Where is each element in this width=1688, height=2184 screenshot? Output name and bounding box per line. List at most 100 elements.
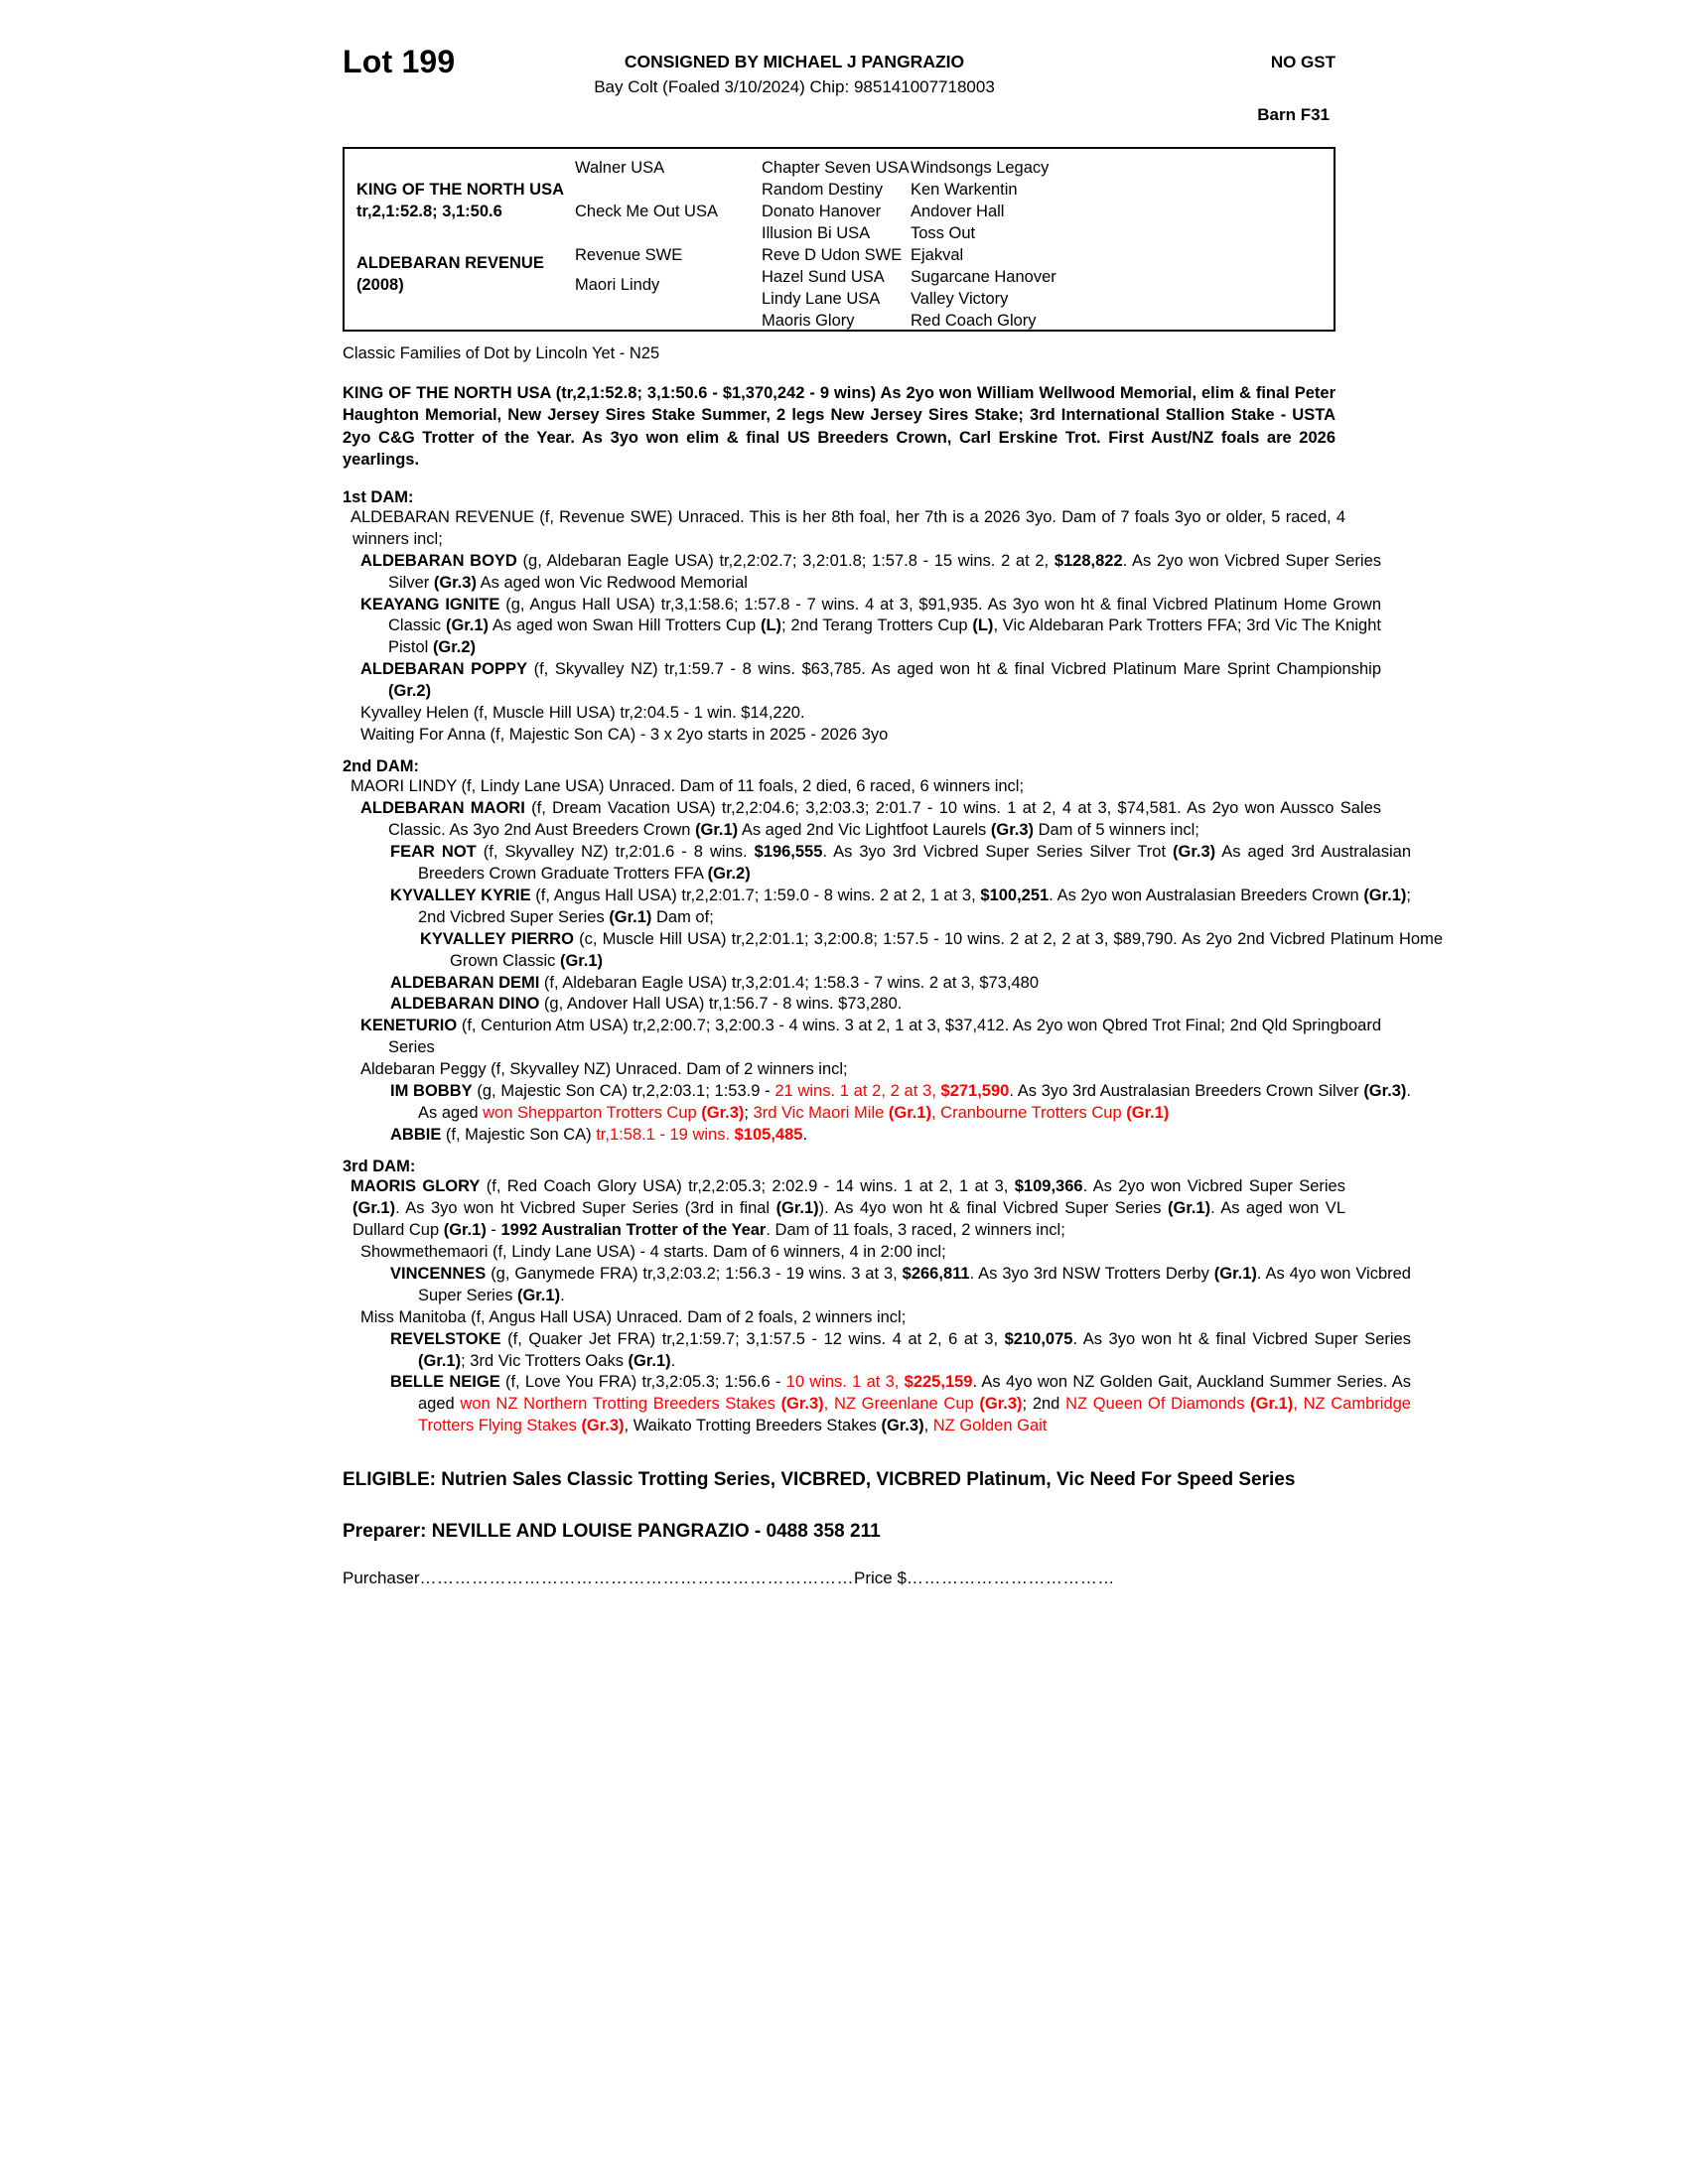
entry-text: . As 2yo won Vicbred Super Series (1082, 1177, 1345, 1195)
entry-text: (f, Love You FRA) tr,3,2:05.3; 1:56.6 - (499, 1373, 786, 1392)
pedigree-sire-record: tr,2,1:52.8; 3,1:50.6 (356, 203, 502, 220)
purchaser-price-line: Purchaser…………………………………………………………………Price … (343, 1569, 1345, 1588)
emphasis-text: KENETURIO (360, 1017, 458, 1035)
pedigree-entry: REVELSTOKE (f, Quaker Jet FRA) tr,2,1:59… (343, 1329, 1411, 1373)
pedigree-gen3-4: Illusion Bi USA (762, 224, 871, 242)
pedigree-sire-dam: Check Me Out USA (575, 203, 718, 220)
emphasis-text: (Gr.1) (775, 1198, 819, 1217)
emphasis-text: (Gr.1) (695, 820, 739, 839)
entry-text: MAORI LINDY (f, Lindy Lane USA) Unraced.… (351, 777, 1025, 796)
entry-text: . As 3yo 3rd Vicbred Super Series Silver… (822, 842, 1174, 861)
emphasis-text: $196,555 (754, 842, 823, 861)
price-dots: ……………………………… (906, 1568, 1115, 1587)
emphasis-text: FEAR NOT (390, 842, 477, 861)
entry-text: - (486, 1220, 501, 1239)
highlighted-text: $271,590 (940, 1082, 1010, 1101)
pedigree-entry: FEAR NOT (f, Skyvalley NZ) tr,2:01.6 - 8… (343, 842, 1411, 886)
emphasis-text: (Gr.1) (559, 951, 604, 970)
entry-text: (f, Majestic Son CA) (441, 1126, 597, 1145)
pedigree-gen4-1: Windsongs Legacy (911, 159, 1050, 177)
foal-details-line: Bay Colt (Foaled 3/10/2024) Chip: 985141… (594, 77, 995, 96)
entry-text: . As aged (418, 1082, 1412, 1123)
entry-text: . Dam of 11 foals, 3 raced, 2 winners in… (766, 1220, 1065, 1239)
highlighted-text: (Gr.3) (979, 1395, 1023, 1414)
highlighted-text: 3rd Vic Maori Mile (753, 1104, 889, 1123)
highlighted-text: (Gr.1) (888, 1104, 931, 1123)
pedigree-dam-sire: Revenue SWE (575, 246, 683, 264)
pedigree-entry: MAORIS GLORY (f, Red Coach Glory USA) tr… (343, 1176, 1345, 1242)
price-label: Price $ (853, 1568, 907, 1587)
pedigree-gen3-6: Hazel Sund USA (762, 268, 885, 286)
emphasis-text: ALDEBARAN MAORI (360, 799, 525, 817)
entry-text: (g, Angus Hall USA) tr,3,1:58.6; 1:57.8 … (388, 595, 1381, 635)
pedigree-gen3-3: Donato Hanover (762, 203, 882, 220)
second-dam-entries: MAORI LINDY (f, Lindy Lane USA) Unraced.… (343, 776, 1443, 1147)
entry-text: (f, Quaker Jet FRA) tr,2,1:59.7; 3,1:57.… (500, 1329, 1005, 1348)
entry-text: . (560, 1286, 565, 1304)
entry-text: . As 3yo 3rd NSW Trotters Derby (969, 1264, 1214, 1283)
emphasis-text: (Gr.1) (1363, 886, 1407, 904)
emphasis-text: (Gr.1) (1213, 1264, 1257, 1283)
entry-text: Aldebaran Peggy (f, Skyvalley NZ) Unrace… (360, 1060, 848, 1079)
emphasis-text: VINCENNES (390, 1264, 487, 1283)
pedigree-gen4-3: Andover Hall (911, 203, 1005, 220)
emphasis-text: $128,822 (1054, 551, 1123, 570)
emphasis-text: MAORIS GLORY (351, 1177, 481, 1195)
entry-text: As aged 3rd Australasian Breeders Crown … (418, 842, 1411, 883)
entry-text: . As 3yo won ht Vicbred Super Series (3r… (395, 1198, 776, 1217)
pedigree-entry: ALDEBARAN BOYD (g, Aldebaran Eagle USA) … (343, 551, 1381, 595)
highlighted-text: tr,1:58.1 - 19 wins. (596, 1126, 735, 1145)
emphasis-text: (Gr.2) (432, 638, 477, 657)
emphasis-text: (Gr.3) (433, 573, 477, 592)
entry-text: Miss Manitoba (f, Angus Hall USA) Unrace… (360, 1307, 907, 1326)
pedigree-gen3-2: Random Destiny (762, 181, 883, 199)
emphasis-text: (Gr.3) (1173, 842, 1216, 861)
second-dam-heading: 2nd DAM: (343, 757, 419, 776)
pedigree-sire-name: KING OF THE NORTH USA (356, 181, 564, 199)
pedigree-entry: VINCENNES (g, Ganymede FRA) tr,3,2:03.2;… (343, 1264, 1411, 1307)
pedigree-entry: Kyvalley Helen (f, Muscle Hill USA) tr,2… (343, 703, 1381, 725)
emphasis-text: (Gr.2) (388, 682, 432, 701)
pedigree-table: KING OF THE NORTH USA tr,2,1:52.8; 3,1:5… (343, 147, 1336, 332)
lot-number-title: Lot 199 (343, 44, 456, 79)
emphasis-text: KYVALLEY PIERRO (420, 929, 574, 948)
entry-text: . As 4yo won NZ Golden Gait, Auckland Su… (418, 1373, 1412, 1414)
emphasis-text: REVELSTOKE (390, 1329, 501, 1348)
entry-text: , Waikato Trotting Breeders Stakes (624, 1417, 882, 1435)
pedigree-gen4-6: Sugarcane Hanover (911, 268, 1056, 286)
highlighted-text: NZ Cambridge Trotters Flying Stakes (418, 1395, 1411, 1435)
pedigree-entry: Showmethemaori (f, Lindy Lane USA) - 4 s… (343, 1242, 1381, 1264)
emphasis-text: BELLE NEIGE (390, 1373, 500, 1392)
emphasis-text: $109,366 (1014, 1177, 1083, 1195)
emphasis-text: (Gr.3) (881, 1417, 924, 1435)
third-dam-entries: MAORIS GLORY (f, Red Coach Glory USA) tr… (343, 1176, 1411, 1437)
pedigree-entry: KEAYANG IGNITE (g, Angus Hall USA) tr,3,… (343, 595, 1381, 660)
entry-text: (f, Red Coach Glory USA) tr,2,2:05.3; 2:… (480, 1177, 1015, 1195)
pedigree-entry: MAORI LINDY (f, Lindy Lane USA) Unraced.… (343, 776, 1345, 798)
preparer-line: Preparer: NEVILLE AND LOUISE PANGRAZIO -… (343, 1520, 881, 1542)
entry-text: (f, Centurion Atm USA) tr,2,2:00.7; 3,2:… (388, 1017, 1381, 1057)
pedigree-sire-sire: Walner USA (575, 159, 665, 177)
page-header: Lot 199 CONSIGNED BY MICHAEL J PANGRAZIO… (343, 44, 1345, 141)
classic-families-line: Classic Families of Dot by Lincoln Yet -… (343, 344, 660, 362)
entry-text: . As 3yo 3rd Australasian Breeders Crown… (1009, 1082, 1364, 1101)
barn-location-label: Barn F31 (1257, 105, 1330, 124)
third-dam-heading: 3rd DAM: (343, 1158, 416, 1175)
entry-text: (g, Aldebaran Eagle USA) tr,2,2:02.7; 3,… (516, 551, 1055, 570)
pedigree-gen3-1: Chapter Seven USA (762, 159, 910, 177)
entry-text: As aged won Swan Hill Trotters Cup (489, 616, 761, 635)
entry-text: (g, Andover Hall USA) tr,1:56.7 - 8 wins… (539, 995, 903, 1014)
entry-text: (f, Skyvalley NZ) tr,1:59.7 - 8 wins. $6… (526, 660, 1381, 679)
entry-text: . As 3yo won ht & final Vicbred Super Se… (1072, 1329, 1411, 1348)
pedigree-entry: Aldebaran Peggy (f, Skyvalley NZ) Unrace… (343, 1059, 1381, 1081)
highlighted-text: NZ Greenlane Cup (833, 1395, 980, 1414)
emphasis-text: (Gr.1) (516, 1286, 561, 1304)
emphasis-text: ABBIE (390, 1126, 442, 1145)
emphasis-text: (Gr.1) (418, 1351, 462, 1370)
pedigree-gen3-7: Lindy Lane USA (762, 290, 881, 308)
emphasis-text: (Gr.1) (352, 1198, 396, 1217)
purchaser-label: Purchaser (343, 1568, 420, 1587)
highlighted-text: won NZ Northern Trotting Breeders Stakes (460, 1395, 781, 1414)
entry-text: Kyvalley Helen (f, Muscle Hill USA) tr,2… (360, 704, 805, 723)
emphasis-text: (Gr.1) (609, 907, 652, 926)
